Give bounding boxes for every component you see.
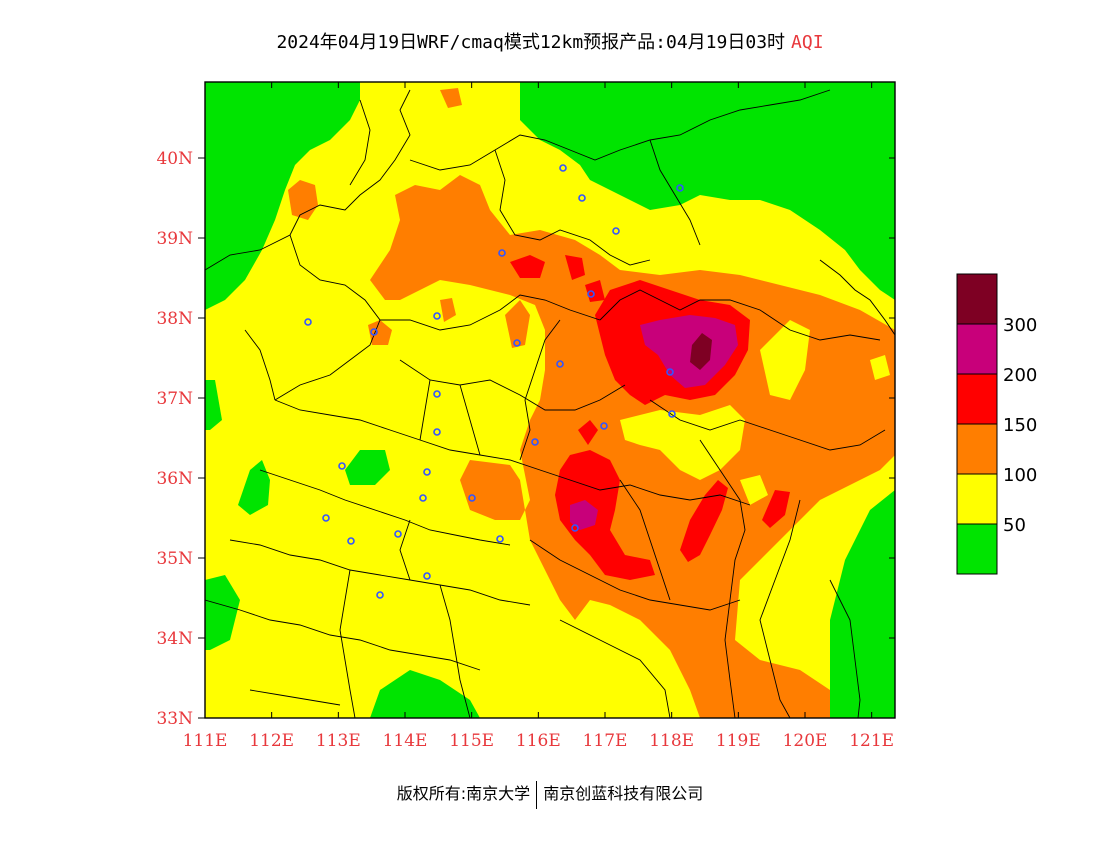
legend-swatch: [956, 323, 998, 375]
legend-label: 50: [1003, 515, 1026, 536]
y-tick-label: 34N: [156, 629, 193, 649]
copyright-separator: [536, 780, 538, 809]
x-tick-label: 121E: [849, 731, 894, 751]
x-tick-label: 112E: [249, 731, 294, 751]
aqi-hazardous-area: [690, 333, 712, 370]
y-tick-label: 38N: [156, 309, 193, 329]
x-tick-label: 115E: [449, 731, 494, 751]
x-tick-label: 116E: [516, 731, 561, 751]
y-tick-label: 39N: [156, 229, 193, 249]
y-tick-label: 37N: [156, 389, 193, 409]
copyright-right: 南京创蓝科技有限公司: [543, 784, 704, 803]
admin-boundaries: [205, 89, 886, 718]
y-tick-label: 40N: [156, 149, 193, 169]
legend-swatch: [956, 473, 998, 525]
coastline: [819, 259, 895, 336]
legend-swatch: [956, 523, 998, 575]
map-title: 2024年04月19日WRF/cmaq模式12km预报产品:04月19日03时 A…: [0, 28, 1100, 54]
aqi-good-areas: [205, 82, 895, 718]
x-tick-label: 114E: [383, 731, 428, 751]
x-axis: 111E 112E 113E 114E 115E 116E 117E 118E 119E 120E…: [183, 82, 894, 751]
legend-label: 150: [1003, 415, 1037, 436]
legend-swatch: [956, 423, 998, 475]
legend-label: 100: [1003, 465, 1037, 486]
monitoring-stations: [304, 164, 684, 599]
aqi-very-unhealthy-areas: [570, 315, 738, 530]
y-tick-label: 36N: [156, 469, 193, 489]
legend-label: 300: [1003, 315, 1037, 336]
y-tick-label: 33N: [156, 709, 193, 729]
legend-swatch: [956, 373, 998, 425]
aqi-field: [205, 82, 895, 718]
x-tick-label: 117E: [583, 731, 628, 751]
plot-frame: [204, 81, 896, 719]
title-aqi-tag: AQI: [791, 32, 824, 53]
copyright-left: 版权所有:南京大学: [396, 784, 531, 803]
aqi-usg-areas: [288, 88, 895, 718]
aqi-legend: 300 200 150 100 50: [956, 273, 1037, 575]
x-tick-label: 119E: [716, 731, 761, 751]
x-tick-label: 113E: [316, 731, 361, 751]
legend-swatch: [956, 273, 998, 325]
y-tick-label: 35N: [156, 549, 193, 569]
title-main: 2024年04月19日WRF/cmaq模式12km预报产品:04月19日03时: [276, 32, 786, 53]
x-tick-label: 118E: [649, 731, 694, 751]
y-axis: 33N 34N 35N 36N 37N 38N 39N 40N: [156, 149, 895, 729]
copyright-footer: 版权所有:南京大学 南京创蓝科技有限公司: [0, 780, 1100, 809]
x-tick-label: 111E: [183, 731, 228, 751]
x-tick-label: 120E: [783, 731, 828, 751]
legend-label: 200: [1003, 365, 1037, 386]
